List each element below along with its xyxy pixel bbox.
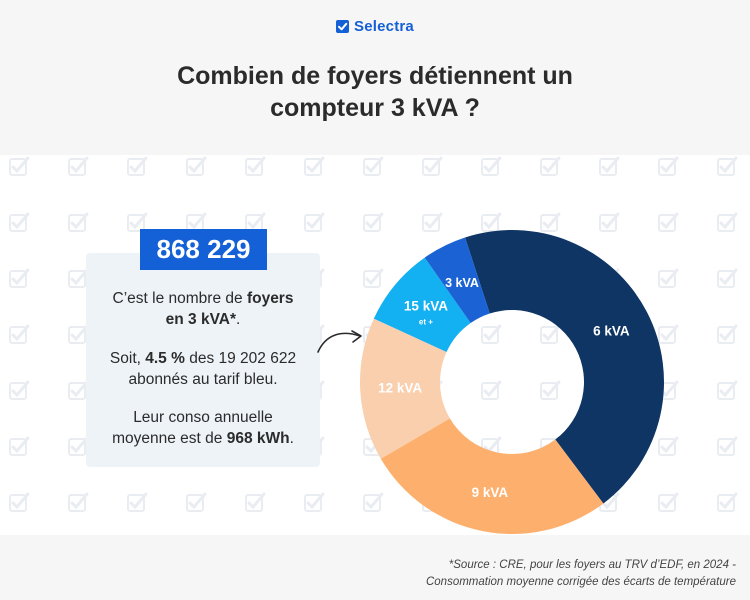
source-note: *Source : CRE, pour les foyers au TRV d’… <box>216 557 736 591</box>
donut-slice-3-kva <box>424 237 490 324</box>
arrowhead-icon <box>351 330 362 343</box>
checkbox-icon <box>363 268 384 288</box>
checkbox-icon <box>658 212 679 232</box>
title-line-1: Combien de foyers détiennent un <box>177 62 573 90</box>
donut-slice-6-kva <box>465 230 664 504</box>
donut-slices <box>360 230 664 534</box>
checkbox-icon <box>245 492 266 512</box>
checkbox-icon <box>422 156 443 176</box>
checkbox-icon <box>68 324 89 344</box>
checkbox-icon <box>9 324 30 344</box>
checkbox-icon <box>304 156 325 176</box>
checkbox-icon <box>186 156 207 176</box>
checkbox-icon <box>245 156 266 176</box>
checkbox-icon <box>363 492 384 512</box>
header-band <box>0 0 750 155</box>
page-title: Combien de foyers détiennent un compteur… <box>0 60 750 124</box>
checkbox-icon <box>68 436 89 456</box>
brand-logo: Selectra <box>0 18 750 35</box>
checkbox-icon <box>599 156 620 176</box>
footer-band <box>0 535 750 600</box>
checkbox-icon <box>9 436 30 456</box>
checkbox-icon <box>9 212 30 232</box>
checkbox-icon <box>363 156 384 176</box>
info-card <box>86 253 320 467</box>
checkbox-icon <box>68 212 89 232</box>
checkbox-icon <box>658 436 679 456</box>
checkbox-icon <box>68 156 89 176</box>
stat-line-1: C’est le nombre de foyers <box>112 290 294 307</box>
checkbox-icon <box>9 380 30 400</box>
checkbox-icon <box>481 212 502 232</box>
title-line-2: compteur 3 kVA ? <box>270 94 480 122</box>
checkbox-icon <box>540 324 561 344</box>
checkbox-icon <box>717 492 738 512</box>
checkbox-icon <box>127 212 148 232</box>
stat-line-3: Soit, 4.5 % des 19 202 622 <box>109 350 297 367</box>
checkbox-icon <box>304 212 325 232</box>
checkbox-icon <box>336 20 349 33</box>
slice-label: 6 kVA <box>593 323 630 338</box>
stat-line-6: moyenne est de 968 kWh. <box>112 430 294 447</box>
checkbox-icon <box>481 380 502 400</box>
donut-slice-15-kva <box>373 257 471 352</box>
checkbox-icon <box>186 492 207 512</box>
slice-label: 12 kVA <box>378 381 422 396</box>
checkbox-icon <box>363 212 384 232</box>
checkbox-icon <box>481 324 502 344</box>
checkbox-icon <box>658 268 679 288</box>
slice-label: 9 kVA <box>472 485 509 500</box>
stat-line-4: abonnés au tarif bleu. <box>128 371 278 388</box>
checkbox-icon <box>127 156 148 176</box>
checkbox-icon <box>717 436 738 456</box>
checkbox-icon <box>9 156 30 176</box>
checkbox-icon <box>540 380 561 400</box>
checkbox-icon <box>658 156 679 176</box>
checkbox-icon <box>304 492 325 512</box>
checkbox-icon <box>658 492 679 512</box>
checkbox-icon <box>422 212 443 232</box>
checkbox-icon <box>481 156 502 176</box>
donut-labels: 6 kVA 9 kVA 12 kVA 15 kVA et + 3 kVA <box>378 276 630 500</box>
donut-slice-9-kva <box>380 418 604 534</box>
brand-name: Selectra <box>354 18 414 35</box>
checkbox-icon <box>9 268 30 288</box>
slice-label: 15 kVA <box>404 298 448 313</box>
checkbox-icon <box>658 324 679 344</box>
checkbox-icon <box>717 324 738 344</box>
checkbox-icon <box>68 492 89 512</box>
checkbox-icon <box>599 212 620 232</box>
checkbox-icon <box>717 268 738 288</box>
stat-line-5: Leur conso annuelle <box>133 409 273 426</box>
stat-badge: 868 229 <box>140 229 267 270</box>
checkbox-icon <box>540 156 561 176</box>
curved-arrow-icon <box>317 332 361 353</box>
donut-slice-12-kva <box>360 318 450 459</box>
checkbox-icon <box>717 212 738 232</box>
source-line-1: *Source : CRE, pour les foyers au TRV d’… <box>448 559 736 571</box>
stat-line-2: en 3 kVA*. <box>165 311 241 328</box>
checkbox-icon <box>717 380 738 400</box>
slice-sublabel: et + <box>419 317 433 326</box>
source-line-2: Consommation moyenne corrigée des écarts… <box>425 576 736 588</box>
checkbox-icon <box>68 380 89 400</box>
checkbox-icon <box>540 212 561 232</box>
checkbox-icon <box>717 156 738 176</box>
checkbox-icon <box>68 268 89 288</box>
checkbox-icon <box>127 492 148 512</box>
checkbox-icon <box>9 492 30 512</box>
slice-label: 3 kVA <box>445 276 479 290</box>
